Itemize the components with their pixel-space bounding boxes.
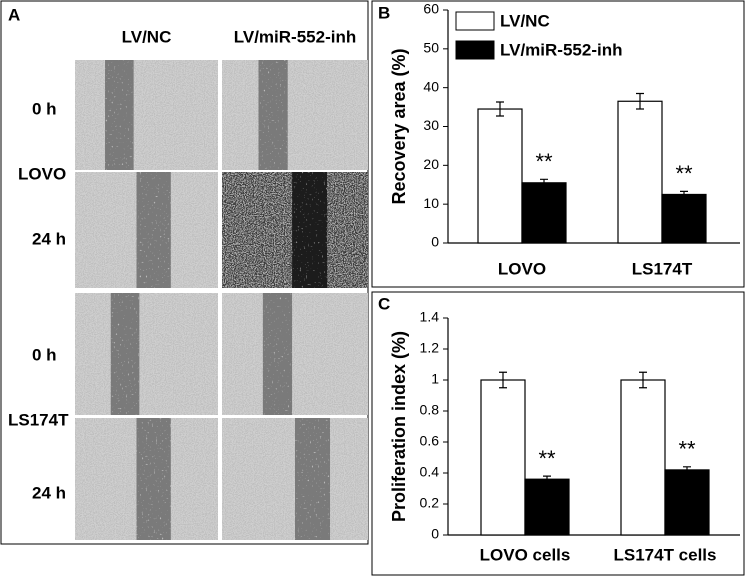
error-bar [680,190,688,199]
y-tick-label: 0.6 [420,433,440,449]
error-bar [496,101,504,117]
legend-label: LV/NC [500,11,550,30]
error-bar [683,466,691,474]
bar [477,108,523,244]
legend-swatch [455,11,495,31]
group-label: LOVO [18,164,66,183]
row-label: 24 h [32,483,66,502]
x-tick-label: LS174T [632,259,693,278]
y-tick-label: 0.2 [420,495,440,511]
panel-label: C [378,294,390,313]
significance: ** [675,161,693,186]
legend-swatch [455,40,495,60]
cell-dots [295,418,331,540]
column-label: LV/NC [122,27,172,46]
row-label: 0 h [32,99,57,118]
y-tick-label: 10 [423,195,439,211]
y-tick-label: 1.4 [420,309,440,325]
y-tick-label: 30 [423,117,439,133]
row-label: 24 h [32,229,66,248]
error-bar [636,92,644,110]
error-bar [499,371,507,389]
bar [521,182,567,244]
y-tick-label: 0 [431,526,439,542]
y-axis-label: Recovery area (%) [389,48,409,204]
panel-b-frame [371,0,745,288]
significance: ** [678,437,696,462]
bar [480,379,526,536]
panel-c-frame [371,291,745,576]
cell-dots [136,172,171,288]
micrograph-texture [222,293,368,415]
column-label: LV/miR-552-inh [234,27,356,46]
error-bar [543,475,551,483]
legend-label: LV/miR-552-inh [500,40,622,59]
bar [664,469,710,536]
micrograph-texture [75,60,218,170]
y-tick-label: 1 [431,371,439,387]
bar [661,193,707,244]
y-tick-label: 0.8 [420,402,440,418]
bar [524,478,570,536]
y-tick-label: 20 [423,156,439,172]
row-label: 0 h [32,345,57,364]
bar [620,379,666,536]
micrograph-texture [222,60,368,170]
y-tick-label: 0.4 [420,464,440,480]
y-axis-label: Proliferation index (%) [389,331,409,522]
bar [617,100,663,244]
x-tick-label: LS174T cells [613,545,716,564]
panel-label: B [378,3,390,22]
y-tick-label: 60 [423,1,439,17]
significance: ** [538,446,556,471]
x-tick-label: LOVO [498,259,546,278]
error-bar [639,371,647,389]
panel-label: A [8,5,20,24]
y-tick-label: 40 [423,78,439,94]
cell-dots [292,172,328,288]
cell-dots [110,293,140,415]
cell-dots [105,60,134,170]
cell-dots [262,293,293,415]
y-tick-label: 0 [431,234,439,250]
error-bar [540,178,548,187]
cell-dots [136,418,171,540]
group-label: LS174T [8,410,69,429]
cell-dots [258,60,288,170]
x-tick-label: LOVO cells [480,545,571,564]
significance: ** [535,149,553,174]
micrograph-texture [75,293,218,415]
y-tick-label: 50 [423,40,439,56]
y-tick-label: 1.2 [420,340,440,356]
